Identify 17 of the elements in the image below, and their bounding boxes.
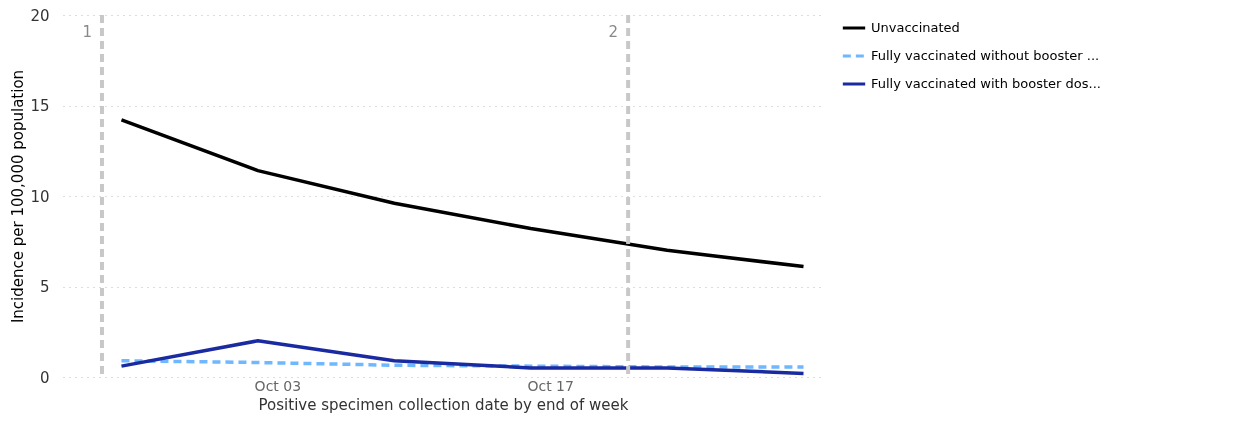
y-tick-label: 10 [30,187,50,206]
x-axis-title: Positive specimen collection date by end of week [258,395,629,414]
line-series [119,339,806,376]
y-tick-label: 15 [30,97,50,115]
ref-line-label: 2 [608,23,619,41]
x-tick-label: Oct 17 [527,377,574,394]
y-tick-label: 5 [39,278,50,296]
line-series [119,118,806,269]
y-axis-title: Incidence per 100,000 population [9,69,28,324]
ref-line-label: 1 [82,23,92,41]
legend-label: Unvaccinated [871,20,960,35]
line-series [119,358,806,369]
y-tick-label: 0 [39,368,50,387]
legend-label: Fully vaccinated with booster dos... [871,76,1101,91]
y-tick-label: 20 [30,6,50,25]
x-tick-label: Oct 03 [254,377,302,394]
legend-label: Fully vaccinated without booster ... [871,48,1100,63]
